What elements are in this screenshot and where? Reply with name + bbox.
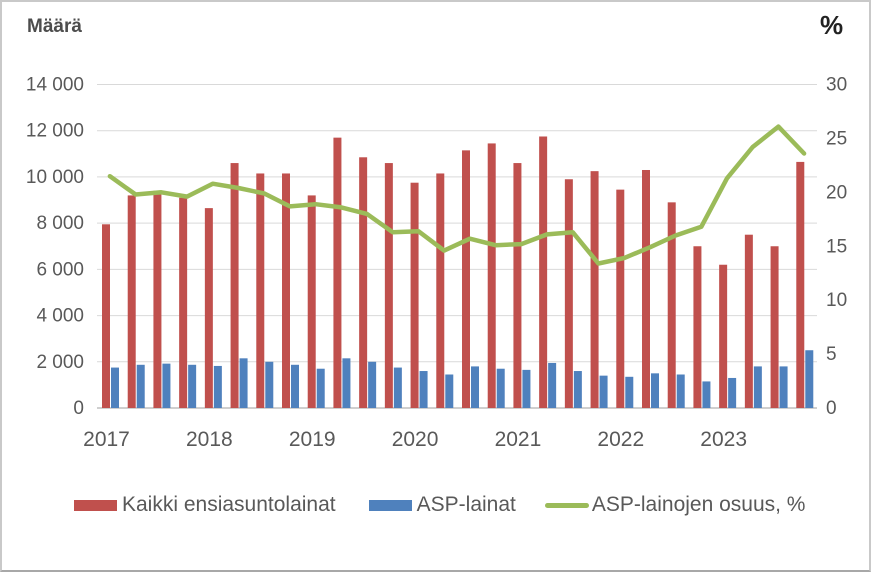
bar-kaikki-2018Q4 bbox=[282, 173, 290, 408]
bar-asp-2019Q2 bbox=[342, 358, 351, 408]
legend-item-asp-lainojen-osuus: ASP-lainojen osuus, % bbox=[544, 493, 806, 517]
bar-kaikki-2019Q4 bbox=[384, 163, 393, 408]
bar-kaikki-2021Q1 bbox=[513, 163, 522, 408]
bar-asp-2019Q1 bbox=[316, 368, 325, 408]
bar-kaikki-2017Q2 bbox=[127, 195, 136, 408]
line-asp-share bbox=[107, 124, 807, 266]
bar-kaikki-2017Q1 bbox=[102, 224, 110, 408]
bar-kaikki-2019Q3 bbox=[359, 157, 368, 408]
y-left-tick-label: 0 bbox=[73, 398, 84, 419]
bar-kaikki-2020Q2 bbox=[436, 173, 445, 408]
bar-asp-2022Q1 bbox=[625, 376, 634, 408]
legend-label: ASP-lainat bbox=[416, 493, 516, 516]
x-tick-label: 2023 bbox=[700, 428, 747, 451]
legend-swatch-green-line bbox=[544, 502, 589, 508]
legend-label: ASP-lainojen osuus, % bbox=[591, 493, 806, 516]
y-right-tick-label: 5 bbox=[826, 344, 837, 365]
x-tick-label: 2018 bbox=[186, 428, 233, 451]
bar-asp-2020Q2 bbox=[445, 374, 454, 408]
bar-asp-2021Q4 bbox=[599, 375, 608, 408]
bar-kaikki-2017Q4 bbox=[179, 197, 188, 408]
bar-kaikki-2019Q2 bbox=[333, 137, 342, 408]
bar-kaikki-2023Q3 bbox=[770, 246, 779, 408]
bar-asp-2020Q4 bbox=[496, 368, 505, 408]
bar-asp-2019Q4 bbox=[393, 367, 402, 408]
bar-asp-2021Q3 bbox=[573, 371, 582, 408]
legend-swatch-blue bbox=[368, 499, 412, 511]
legend-label: Kaikki ensiasuntolainat bbox=[122, 493, 336, 516]
bar-kaikki-2019Q1 bbox=[307, 195, 316, 408]
bar-kaikki-2018Q2 bbox=[230, 163, 239, 408]
bar-asp-2023Q1 bbox=[728, 377, 737, 408]
bar-kaikki-2020Q3 bbox=[462, 150, 470, 409]
legend-item-kaikki-ensiasuntolainat: Kaikki ensiasuntolainat bbox=[74, 493, 336, 517]
x-tick-label: 2017 bbox=[83, 428, 130, 451]
bar-asp-2018Q2 bbox=[239, 358, 248, 408]
bar-kaikki-2022Q1 bbox=[616, 189, 625, 408]
bar-asp-2021Q1 bbox=[522, 369, 531, 408]
chart-svg: 0 2 000 4 000 6 000 8 000 10 000 12 000 14 000 0… bbox=[26, 75, 847, 452]
bar-kaikki-2020Q4 bbox=[487, 143, 496, 408]
x-tick-label: 2019 bbox=[289, 428, 336, 451]
bar-asp-2022Q2 bbox=[651, 373, 659, 408]
bar-asp-2020Q1 bbox=[419, 371, 428, 408]
bar-asp-2017Q1 bbox=[111, 367, 119, 408]
y-left-tick-label: 12 000 bbox=[26, 121, 84, 142]
bar-kaikki-2021Q4 bbox=[590, 171, 599, 408]
bar-asp-2023Q2 bbox=[753, 366, 762, 408]
bar-kaikki-2018Q1 bbox=[204, 208, 213, 408]
bar-kaikki-2022Q4 bbox=[693, 246, 702, 408]
right-axis-title: % bbox=[820, 10, 844, 40]
y-left-tick-label: 2 000 bbox=[36, 352, 84, 373]
bar-kaikki-2022Q3 bbox=[667, 202, 676, 408]
legend-item-asp-lainat: ASP-lainat bbox=[368, 493, 516, 517]
y-left-tick-label: 10 000 bbox=[26, 167, 84, 188]
x-tick-label: 2021 bbox=[495, 428, 542, 451]
y-right-tick-label: 15 bbox=[826, 236, 847, 257]
bar-asp-2020Q3 bbox=[471, 366, 479, 408]
bar-asp-2018Q3 bbox=[265, 361, 274, 408]
bar-asp-2017Q2 bbox=[136, 364, 145, 408]
y-right-tick-label: 30 bbox=[826, 75, 847, 96]
legend: Kaikki ensiasuntolainat ASP-lainat ASP-l… bbox=[2, 489, 869, 521]
bar-asp-2017Q3 bbox=[162, 363, 171, 408]
left-axis-title: Määrä bbox=[27, 16, 82, 37]
bar-kaikki-2021Q3 bbox=[564, 179, 573, 408]
y-right-tick-label: 10 bbox=[826, 290, 847, 311]
bar-asp-2018Q1 bbox=[213, 365, 222, 408]
legend-swatch-red bbox=[74, 499, 117, 511]
bar-asp-2021Q2 bbox=[548, 362, 557, 408]
bar-kaikki-2023Q4 bbox=[796, 161, 805, 408]
y-right-tick-label: 25 bbox=[826, 128, 847, 149]
y-left-tick-label: 8 000 bbox=[36, 213, 84, 234]
x-tick-label: 2022 bbox=[597, 428, 644, 451]
bar-asp-2019Q3 bbox=[368, 361, 377, 408]
bar-asp-2022Q3 bbox=[676, 374, 685, 408]
bar-kaikki-2022Q2 bbox=[642, 169, 650, 408]
y-right-tick-label: 0 bbox=[826, 398, 837, 419]
bar-kaikki-2023Q2 bbox=[744, 234, 753, 408]
y-right-tick-label: 20 bbox=[826, 182, 847, 203]
bar-asp-2023Q4 bbox=[805, 350, 814, 408]
bar-kaikki-2018Q3 bbox=[256, 173, 265, 408]
bar-asp-2022Q4 bbox=[702, 381, 711, 408]
y-left-tick-label: 4 000 bbox=[36, 306, 84, 327]
bar-asp-2023Q3 bbox=[779, 366, 788, 408]
y-left-tick-label: 6 000 bbox=[36, 259, 84, 280]
y-left-tick-label: 14 000 bbox=[26, 75, 84, 96]
bar-asp-2017Q4 bbox=[188, 364, 197, 408]
bar-kaikki-2020Q1 bbox=[410, 182, 419, 408]
bar-kaikki-2023Q1 bbox=[719, 264, 728, 408]
bar-kaikki-2017Q3 bbox=[153, 190, 162, 408]
bar-asp-2018Q4 bbox=[291, 364, 299, 408]
bar-kaikki-2021Q2 bbox=[539, 136, 548, 408]
x-tick-label: 2020 bbox=[392, 428, 439, 451]
